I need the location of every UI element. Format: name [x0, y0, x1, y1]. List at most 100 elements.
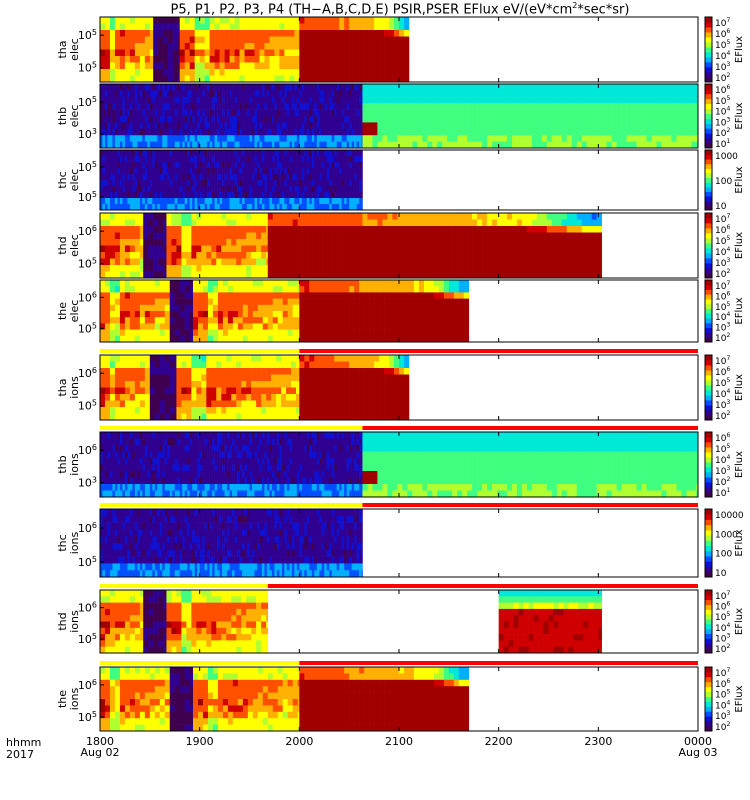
heatmap-cell — [237, 122, 240, 130]
heatmap-cell — [229, 75, 235, 83]
heatmap-cell — [192, 198, 195, 205]
heatmap-cell — [467, 84, 473, 91]
heatmap-cell — [224, 135, 228, 142]
heatmap-cell — [266, 162, 270, 169]
heatmap-cell — [202, 180, 205, 187]
heatmap-cell — [129, 168, 133, 175]
heatmap-cell — [207, 96, 210, 104]
heatmap-cell — [154, 109, 158, 117]
heatmap-cell — [236, 258, 242, 266]
heatmap-cell — [651, 135, 657, 142]
heatmap-cell — [294, 135, 298, 142]
heatmap-cell — [641, 109, 647, 117]
heatmap-cell — [232, 292, 239, 299]
heatmap-cell — [199, 150, 203, 157]
heatmap-cell — [104, 219, 111, 227]
heatmap-cell — [129, 239, 136, 246]
heatmap-cell — [314, 43, 320, 50]
heatmap-cell — [249, 90, 253, 98]
heatmap-cell — [412, 122, 418, 130]
heatmap-cell — [274, 17, 280, 24]
heatmap-cell — [261, 226, 267, 233]
colorbar-tick-label: 102 — [715, 127, 730, 139]
heatmap-cell — [239, 30, 245, 37]
heatmap-cell — [112, 141, 116, 149]
heatmap-cell — [382, 213, 388, 220]
heatmap-cell — [251, 109, 255, 117]
heatmap-cell — [472, 90, 478, 98]
heatmap-cell — [129, 75, 136, 83]
heatmap-cell — [691, 109, 697, 117]
heatmap-cell — [336, 168, 340, 175]
heatmap-cell — [112, 116, 116, 123]
heatmap-cell — [561, 135, 568, 142]
heatmap-cell — [239, 109, 243, 117]
heatmap-cell — [352, 245, 358, 253]
heatmap-cell — [266, 141, 270, 149]
heatmap-cell — [104, 335, 111, 343]
heatmap-cell — [336, 103, 340, 110]
heatmap-cell — [361, 156, 363, 163]
heatmap-cell — [134, 75, 141, 83]
heatmap-cell — [242, 90, 245, 98]
heatmap-cell — [571, 252, 578, 259]
heatmap-cell — [194, 150, 198, 157]
heatmap-cell — [249, 17, 255, 24]
heatmap-cell — [242, 317, 249, 324]
heatmap-cell — [354, 75, 360, 83]
heatmap-cell — [402, 96, 408, 104]
heatmap-cell — [109, 192, 113, 199]
heatmap-cell — [487, 141, 493, 149]
heatmap-cell — [666, 103, 672, 110]
heatmap-cell — [129, 141, 133, 149]
heatmap-cell — [234, 84, 238, 91]
heatmap-cell — [157, 162, 161, 169]
heatmap-cell — [309, 156, 313, 163]
heatmap-cell — [284, 90, 288, 98]
heatmap-cell — [117, 174, 121, 181]
heatmap-cell — [306, 116, 310, 123]
heatmap-cell — [397, 103, 403, 110]
heatmap-cell — [222, 298, 229, 306]
heatmap-cell — [432, 96, 438, 104]
heatmap-cell — [114, 245, 121, 253]
heatmap-cell — [247, 317, 254, 324]
heatmap-cell — [341, 168, 345, 175]
heatmap-cell — [202, 156, 205, 163]
heatmap-cell — [346, 116, 350, 123]
heatmap-cell — [109, 245, 116, 253]
heatmap-cell — [194, 109, 198, 117]
heatmap-cell — [309, 30, 315, 37]
heatmap-cell — [442, 116, 448, 123]
heatmap-cell — [171, 213, 177, 220]
heatmap-cell — [576, 141, 583, 149]
heatmap-cell — [497, 265, 503, 272]
heatmap-cell — [162, 103, 166, 110]
heatmap-cell — [251, 162, 255, 169]
heatmap-cell — [184, 298, 190, 306]
heatmap-cell — [181, 265, 187, 272]
heatmap-cell — [119, 30, 126, 37]
heatmap-cell — [399, 75, 405, 83]
heatmap-cell — [219, 43, 225, 50]
heatmap-cell — [482, 84, 488, 91]
heatmap-cell — [311, 198, 315, 205]
heatmap-cell — [269, 198, 273, 205]
heatmap-cell — [139, 232, 144, 240]
heatmap-cell — [332, 226, 338, 233]
heatmap-cell — [149, 75, 154, 83]
heatmap-cell — [226, 226, 232, 233]
heatmap-cell — [184, 43, 190, 50]
heatmap-cell — [100, 317, 106, 324]
heatmap-cell — [341, 116, 345, 123]
heatmap-cell — [149, 49, 154, 57]
heatmap-cell — [114, 135, 118, 142]
heatmap-cell — [286, 116, 290, 123]
heatmap-cell — [274, 162, 278, 169]
heatmap-cell — [214, 150, 218, 157]
heatmap-cell — [109, 128, 113, 136]
heatmap-cell — [173, 69, 179, 76]
heatmap-cell — [107, 156, 111, 163]
heatmap-cell — [157, 135, 161, 142]
heatmap-cell — [403, 49, 410, 57]
